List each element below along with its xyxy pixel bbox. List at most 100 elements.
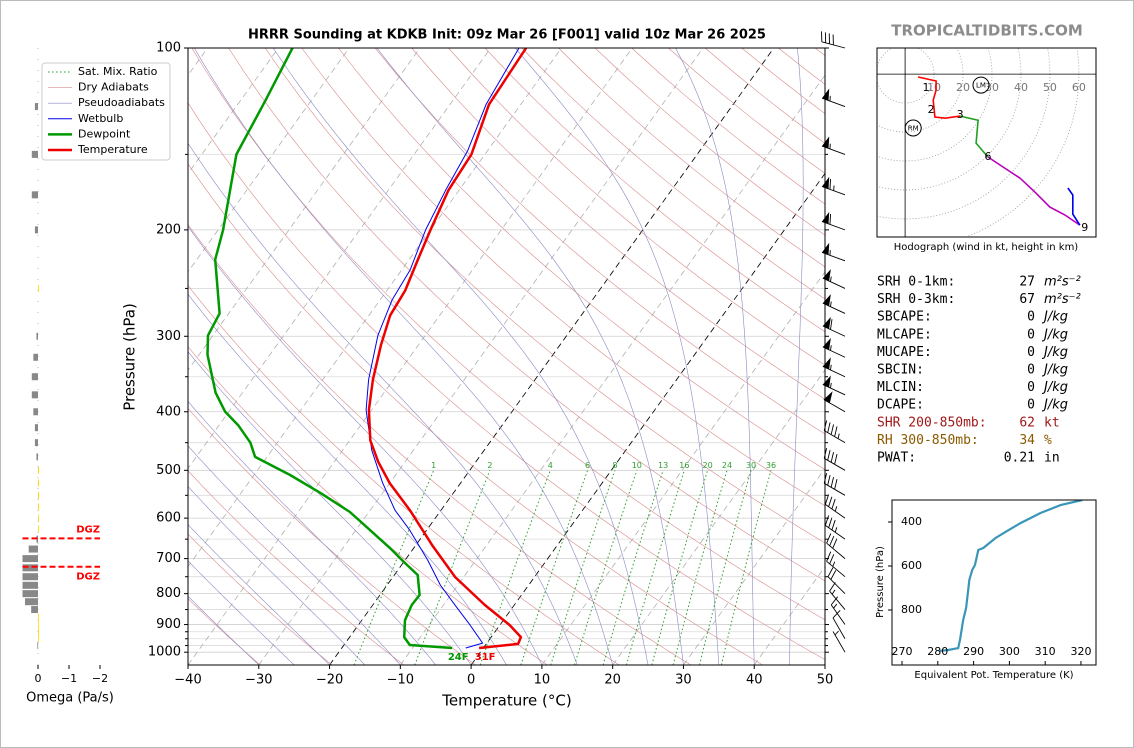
omega-bar [28, 545, 38, 553]
wind-barb [821, 176, 846, 196]
mixing-ratio-label: 13 [658, 461, 668, 470]
omega-bar [22, 590, 38, 598]
mixing-ratio-label: 10 [632, 461, 642, 470]
omega-tick-label: −2 [92, 672, 108, 685]
stat-label: SHR 200-850mb: [877, 415, 987, 430]
stat-unit: J/kg [1041, 310, 1068, 325]
omega-bar [38, 613, 39, 621]
surface-label: 31F [475, 652, 496, 663]
stat-value: 0 [1027, 310, 1035, 325]
stat-unit: J/kg [1041, 380, 1068, 395]
y-tick-label: 900 [156, 617, 181, 632]
omega-bar [22, 555, 38, 563]
theta-y-tick-label: 400 [901, 515, 922, 528]
y-tick-label: 800 [156, 586, 181, 601]
wind-barb [824, 515, 846, 540]
dry-adiabat [521, 48, 825, 300]
x-tick-label: 50 [817, 673, 834, 688]
mixing-ratio-line [651, 470, 709, 665]
x-tick-label: −10 [387, 673, 414, 688]
stat-unit: J/kg [1041, 398, 1068, 413]
omega-bar [34, 439, 38, 447]
dry-adiabat [188, 533, 333, 665]
wind-barb [822, 269, 846, 289]
theta-e-frame [891, 499, 1097, 666]
pseudoadiabat [188, 486, 366, 665]
wind-barb [832, 630, 846, 653]
surface-label: 24F [448, 652, 469, 663]
y-tick-label: 1000 [148, 645, 181, 660]
storm-motion-marker [904, 119, 922, 137]
stat-label: SRH 0-3km: [877, 292, 955, 307]
omega-bar [36, 453, 38, 461]
stat-label: SBCIN: [877, 363, 924, 378]
omega-bar [34, 103, 38, 111]
dry-adiabat [228, 48, 825, 582]
omega-bar [38, 284, 39, 292]
pseudoadiabat [188, 225, 543, 665]
stat-label: MUCAPE: [877, 345, 932, 360]
dry-adiabat [191, 48, 825, 621]
stat-label: RH 300-850mb: [877, 433, 979, 448]
y-tick-label: 700 [156, 551, 181, 566]
omega-bar [24, 598, 38, 606]
mixing-ratio-line [699, 470, 752, 665]
isotherm [188, 48, 279, 175]
mixing-ratio-label: 4 [548, 461, 553, 470]
mixing-ratio-label: 24 [722, 461, 732, 470]
mixing-ratio-line [625, 470, 685, 665]
isotherm [188, 48, 562, 568]
omega-bar [38, 525, 39, 533]
omega-axis-label: Omega (Pa/s) [26, 691, 114, 706]
hodograph-height-label: 2 [928, 103, 935, 116]
omega-bar [38, 491, 39, 499]
stat-value: 0 [1027, 398, 1035, 413]
profile-line [206, 48, 453, 650]
omega-bar [31, 391, 38, 399]
stat-label: SBCAPE: [877, 310, 932, 325]
highlight-isotherm [470, 172, 825, 665]
storm-motion-label: LM [976, 82, 986, 90]
stat-value: 67 [1019, 292, 1035, 307]
omega-bar [36, 332, 38, 340]
stat-unit: % [1044, 433, 1052, 448]
isotherm [188, 48, 421, 371]
pseudoadiabat [188, 595, 260, 665]
x-tick-label: 10 [534, 673, 551, 688]
chart-title: HRRR Sounding at KDKB Init: 09z Mar 26 [… [248, 28, 766, 43]
isotherm [400, 74, 825, 665]
omega-bar [38, 466, 39, 474]
dry-adiabat [188, 163, 763, 665]
stat-unit: in [1044, 451, 1060, 466]
stat-label: DCAPE: [877, 398, 924, 413]
theta-x-tick-label: 290 [963, 645, 984, 658]
stat-value: 0.21 [1004, 451, 1035, 466]
omega-bar [33, 408, 38, 416]
mixing-ratio-line [520, 470, 589, 665]
pseudoadiabat [188, 142, 578, 665]
mixing-ratio-label: 16 [679, 461, 689, 470]
storm-motion-marker [972, 76, 990, 94]
hodograph-segment [917, 76, 961, 120]
wind-barb [822, 294, 846, 314]
omega-bar [34, 424, 38, 432]
omega-bar [22, 581, 38, 589]
pseudoadiabat [188, 293, 507, 665]
hodograph-height-label: 9 [1081, 221, 1088, 234]
mixing-ratio-line [479, 470, 551, 665]
wind-barb [823, 448, 846, 471]
dry-adiabat [301, 48, 825, 507]
pseudoadiabat [675, 48, 755, 665]
stat-label: PWAT: [877, 451, 916, 466]
hodograph-segment [959, 115, 989, 158]
theta-x-tick-label: 300 [999, 645, 1020, 658]
pseudoadiabat [188, 351, 472, 665]
x-tick-label: 30 [675, 673, 692, 688]
pseudoadiabat [188, 400, 436, 665]
omega-bar [31, 606, 38, 614]
omega-bar [38, 621, 39, 629]
stat-unit: J/kg [1041, 327, 1068, 342]
wind-barb [822, 316, 846, 337]
